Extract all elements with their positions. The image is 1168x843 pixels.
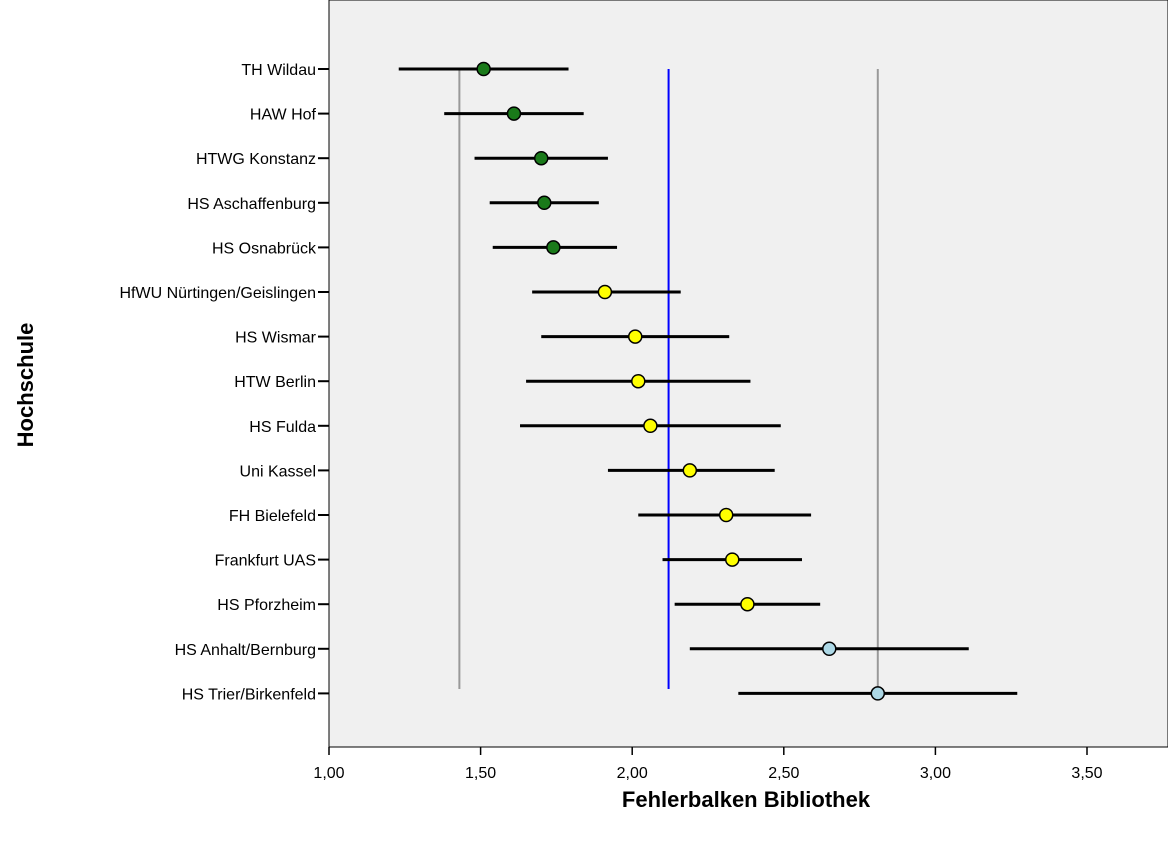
y-tick-label: HTW Berlin [234, 374, 316, 391]
mean-marker [597, 284, 613, 300]
error-bars [398, 61, 1018, 701]
y-tick-label: HTWG Konstanz [196, 151, 316, 168]
x-tick-label: 3,00 [920, 765, 951, 782]
y-tick-label: HS Pforzheim [217, 597, 316, 614]
mean-marker [822, 641, 837, 657]
x-tick-label: 2,50 [768, 765, 799, 782]
mean-marker [682, 463, 698, 478]
y-tick-label: HS Fulda [249, 419, 316, 436]
y-tick-label: HAW Hof [250, 107, 317, 124]
mean-marker [476, 61, 491, 77]
y-axis: TH Wildau HAW Hof HTWG Konstanz HS Aschaffe… [119, 62, 329, 703]
mean-marker [546, 240, 561, 255]
x-tick-label: 1,00 [313, 765, 344, 782]
x-axis: 1,00 1,50 2,00 2,50 3,00 3,50 [313, 747, 1103, 782]
y-tick-label: TH Wildau [241, 62, 316, 79]
y-tick-label: Uni Kassel [240, 463, 316, 480]
y-tick-label: FH Bielefeld [229, 508, 316, 525]
y-tick-label: Frankfurt UAS [215, 553, 316, 570]
y-tick-label: HfWU Nürtingen/Geislingen [119, 285, 316, 302]
mean-marker [627, 329, 643, 344]
mean-marker [725, 552, 740, 567]
x-axis-title: Fehlerbalken Bibliothek [622, 787, 871, 812]
mean-marker [533, 150, 549, 166]
plot-area [328, 0, 1168, 748]
x-tick-label: 2,00 [617, 765, 648, 782]
mean-marker [740, 596, 755, 612]
mean-marker [631, 373, 646, 389]
mean-marker [506, 106, 522, 121]
y-tick-label: HS Osnabrück [212, 240, 317, 257]
x-tick-label: 1,50 [465, 765, 496, 782]
y-tick-label: HS Wismar [235, 330, 317, 347]
mean-marker [537, 195, 552, 211]
y-axis-title: Hochschule [13, 323, 38, 448]
reference-lines [458, 69, 879, 689]
x-tick-label: 3,50 [1071, 765, 1102, 782]
mean-marker [870, 686, 886, 701]
mean-marker [643, 418, 658, 434]
mean-marker [718, 507, 734, 523]
y-tick-label: HS Trier/Birkenfeld [182, 686, 316, 703]
y-tick-label: HS Aschaffenburg [187, 196, 316, 213]
y-tick-label: HS Anhalt/Bernburg [175, 642, 316, 659]
